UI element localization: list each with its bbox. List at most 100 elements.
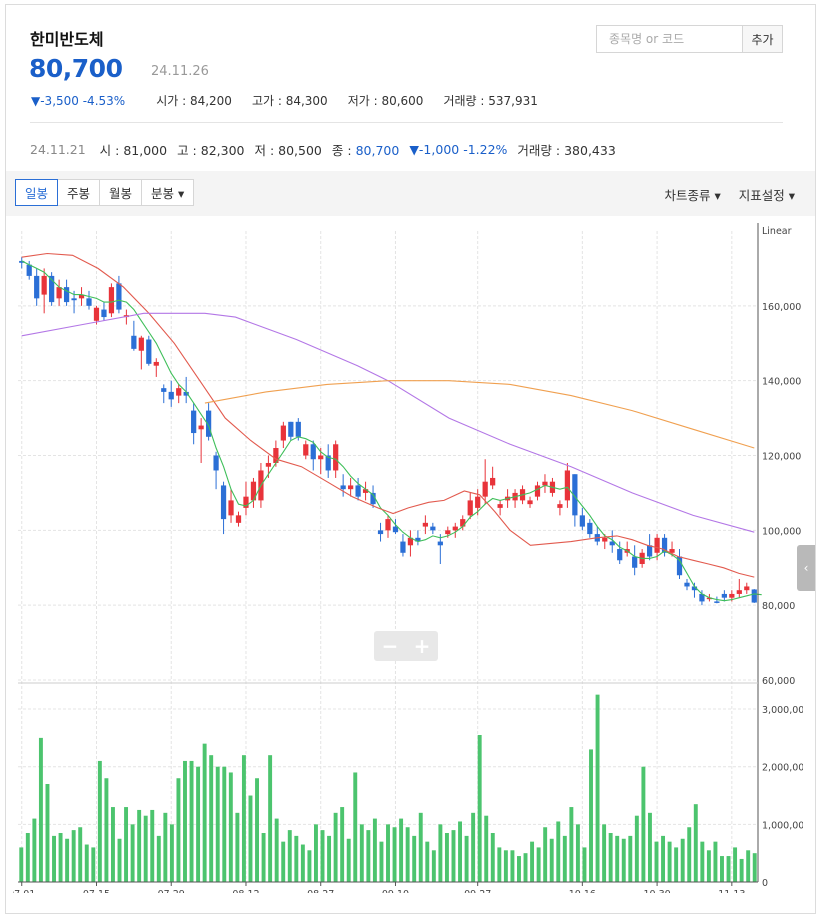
volume-bar	[25, 833, 30, 882]
candle	[400, 534, 406, 557]
candle-body	[445, 530, 451, 535]
candle	[676, 549, 683, 579]
candle	[183, 376, 189, 404]
chart-area[interactable]: 160,000 140,000 120,000 100,000 80,000 60,000…	[8, 223, 810, 900]
candle-body	[617, 549, 623, 561]
candle-body	[41, 275, 47, 295]
volume-bar	[490, 833, 495, 882]
candle-body	[280, 425, 286, 441]
y-tick-label: 60,000	[762, 676, 795, 687]
chart-type-dropdown[interactable]: 차트종류 ▾	[664, 188, 721, 203]
candle-body	[288, 421, 294, 437]
candle	[490, 466, 496, 490]
candle-body	[153, 361, 159, 366]
tab-weekly[interactable]: 주봉	[57, 179, 101, 206]
candle	[250, 477, 257, 508]
volume-bar	[19, 847, 24, 882]
candle-body	[243, 496, 249, 508]
candle	[355, 477, 361, 501]
candle-body	[191, 410, 197, 434]
volume-bar	[484, 815, 489, 882]
candle	[146, 335, 152, 366]
ma20-line	[21, 252, 755, 578]
candle-body	[235, 515, 242, 523]
volume-bar	[307, 850, 312, 882]
candle-body	[273, 448, 279, 463]
candle	[691, 582, 698, 598]
candle-body	[661, 537, 668, 553]
candle-body	[684, 582, 690, 587]
volume-bar	[255, 778, 259, 882]
volume-bar	[556, 821, 561, 882]
side-panel-toggle[interactable]: ‹	[797, 545, 815, 591]
candle-body	[609, 541, 615, 546]
stock-search: 추가	[596, 25, 783, 53]
candle	[579, 507, 585, 531]
volume-bar	[32, 818, 37, 882]
candle	[303, 440, 309, 460]
zoom-in-button[interactable]: +	[413, 634, 431, 658]
candle-body	[751, 589, 757, 603]
tab-monthly[interactable]: 월봉	[99, 179, 143, 206]
candle	[557, 500, 563, 516]
candle-body	[318, 455, 324, 460]
hover-open: 시 : 81,000	[99, 143, 168, 158]
candle	[348, 477, 354, 497]
candle-body	[340, 485, 346, 490]
candle-body	[63, 287, 70, 303]
candle-body	[34, 275, 40, 299]
volume-bar	[608, 833, 613, 882]
candle-body	[370, 492, 376, 505]
candle-body	[542, 481, 548, 486]
candle	[56, 279, 62, 306]
volume-bar	[78, 827, 83, 882]
candle-body	[579, 515, 585, 527]
hover-close: 종 : 80,700	[332, 140, 399, 159]
volume-bar	[706, 850, 711, 882]
search-input[interactable]	[597, 26, 742, 52]
volume-bar	[235, 812, 240, 882]
volume-bar	[431, 850, 436, 882]
candle-body	[452, 526, 458, 531]
add-button[interactable]: 추가	[742, 26, 782, 52]
volume-bar	[654, 841, 659, 882]
volume-bar	[464, 835, 469, 882]
volume-bar	[458, 821, 462, 882]
candle-body	[78, 294, 85, 299]
volume-bars	[19, 694, 757, 882]
volume-bar	[97, 760, 102, 882]
candle-body	[19, 260, 25, 263]
tab-minute[interactable]: 분봉 ▾	[141, 179, 195, 206]
candle-body	[26, 264, 32, 276]
candle-body	[146, 339, 152, 364]
price-change: ▼-3,500 -4.53%	[31, 93, 126, 108]
volume-bar	[680, 838, 685, 882]
candle-body	[310, 444, 316, 460]
y-tick-label: 140,000	[762, 377, 801, 388]
candle	[497, 500, 503, 516]
volume-bar	[196, 766, 201, 882]
trade-volume: 거래량 : 537,931	[443, 94, 538, 108]
candle	[176, 384, 182, 404]
stock-chart[interactable]: 160,000 140,000 120,000 100,000 80,000 60,000…	[8, 223, 810, 900]
stock-name: 한미반도체	[30, 30, 104, 49]
period-tabs: 일봉 주봉 월봉 분봉 ▾	[15, 179, 195, 206]
volume-bar	[621, 838, 626, 882]
candle-body	[348, 485, 354, 490]
candle	[534, 481, 541, 501]
volume-bar	[281, 841, 286, 882]
volume-bar	[752, 853, 757, 882]
candle	[34, 268, 40, 306]
volume-bar	[372, 818, 377, 882]
tab-daily[interactable]: 일봉	[15, 179, 59, 206]
candle	[228, 489, 234, 523]
y-tick-label: 120,000	[762, 452, 801, 463]
ma120-line	[204, 380, 755, 449]
zoom-out-button[interactable]: −	[381, 634, 399, 658]
volume-bar	[104, 778, 109, 882]
x-tick-label: 07.29	[158, 889, 185, 893]
indicator-settings-dropdown[interactable]: 지표설정 ▾	[738, 188, 795, 203]
candle	[370, 485, 376, 508]
candle	[542, 474, 548, 493]
candle-body	[56, 287, 62, 299]
